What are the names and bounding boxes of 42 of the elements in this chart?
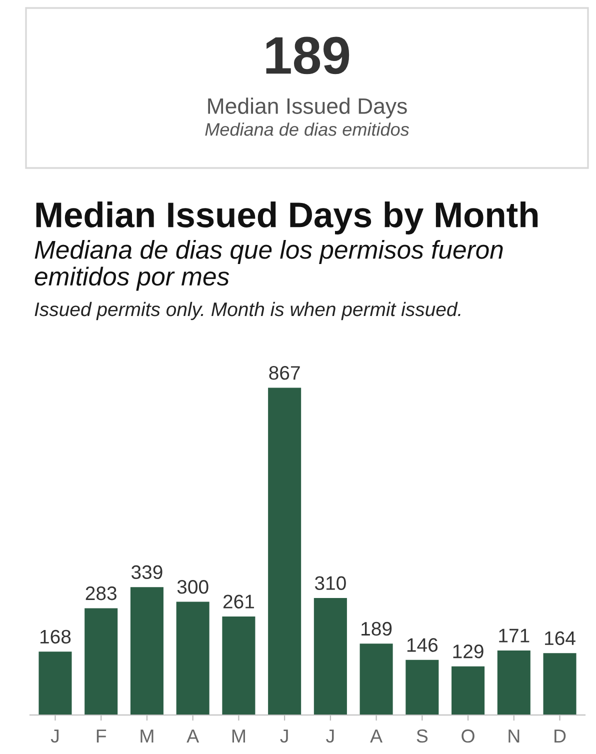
data-label: 310 <box>314 576 346 590</box>
bar <box>268 388 302 715</box>
x-tick-label: J <box>326 730 334 743</box>
data-label: 168 <box>40 630 71 644</box>
x-tick-label: D <box>554 730 566 742</box>
text: Median Issued Days <box>208 98 407 118</box>
x-tick-label: A <box>370 730 383 742</box>
bar <box>314 598 347 715</box>
x-tick-label: N <box>508 730 520 742</box>
data-label: 283 <box>86 586 116 600</box>
bar <box>130 587 164 715</box>
data-label: 339 <box>131 565 162 580</box>
data-label: 261 <box>223 594 254 608</box>
bar <box>38 652 72 715</box>
x-tick-label: J <box>280 730 288 743</box>
chart-title: Median Issued Days by Month <box>36 201 538 235</box>
x-tick-label: S <box>416 729 428 743</box>
bar <box>176 602 210 715</box>
chart-subtitle: Mediana de dias que los permisos fueron emitidos por mes <box>34 240 503 291</box>
data-label: 189 <box>362 622 392 636</box>
bar <box>222 616 256 715</box>
x-tick-label: F <box>96 730 106 742</box>
x-tick-label: A <box>186 730 200 742</box>
text: Mediana de dias emitidos <box>205 122 410 136</box>
data-label: 146 <box>407 638 438 652</box>
x-tick-label: M <box>232 730 245 742</box>
bar <box>543 653 576 715</box>
bar <box>452 666 485 715</box>
data-label: 164 <box>545 631 576 646</box>
text: Issued permits only. Month is when permit issued. <box>34 302 460 320</box>
bar <box>497 650 530 715</box>
text: 189 <box>266 36 350 74</box>
data-label: 171 <box>499 628 530 642</box>
bar <box>406 660 439 715</box>
x-tick-label: O <box>462 729 474 743</box>
x-tick-label: M <box>140 730 154 742</box>
data-label: 300 <box>177 580 208 594</box>
data-label: 129 <box>453 644 484 658</box>
data-label: 867 <box>269 366 300 380</box>
bar <box>360 644 393 715</box>
x-tick-label: J <box>50 730 59 743</box>
bar <box>84 608 118 715</box>
